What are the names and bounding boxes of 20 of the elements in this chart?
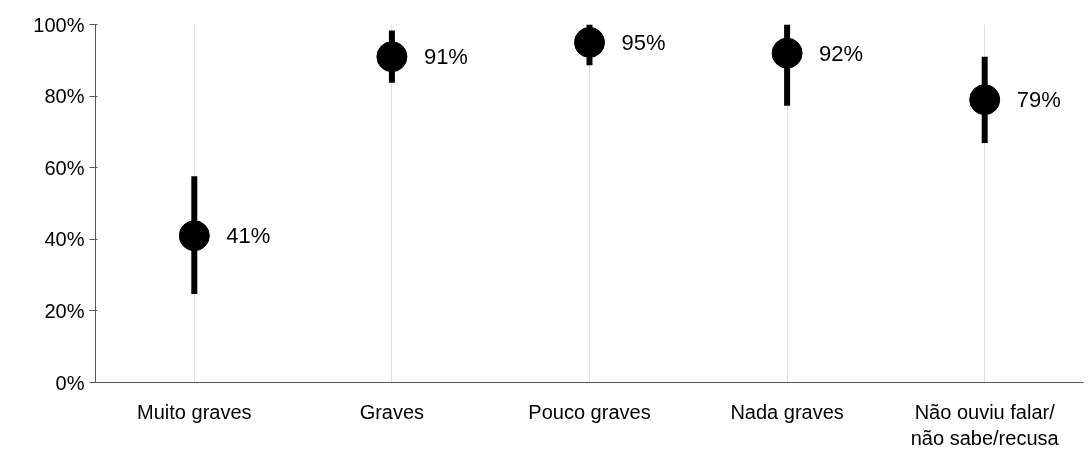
x-tick-label: Muito graves (137, 400, 252, 423)
y-tick-label: 80% (44, 85, 85, 108)
y-tick-label: 0% (55, 371, 85, 394)
data-label: 79% (1016, 87, 1061, 113)
x-tick-label: Graves (359, 400, 425, 423)
y-tick-label: 100% (33, 13, 85, 36)
x-tick-label: Nada graves (730, 400, 844, 423)
point (178, 220, 210, 252)
data-label: 95% (621, 29, 666, 55)
point (969, 84, 1001, 116)
data-label: 41% (226, 223, 271, 249)
point (771, 37, 803, 69)
y-tick-label: 20% (44, 299, 85, 322)
x-tick-label: Pouco graves (528, 400, 651, 423)
data-label: 91% (423, 44, 468, 70)
y-tick-label: 60% (44, 156, 85, 179)
point (376, 41, 408, 73)
data-label: 92% (819, 40, 864, 66)
y-tick-label: 40% (44, 228, 85, 251)
x-tick-label: Não ouviu falar/ não sabe/recusa (910, 400, 1060, 449)
